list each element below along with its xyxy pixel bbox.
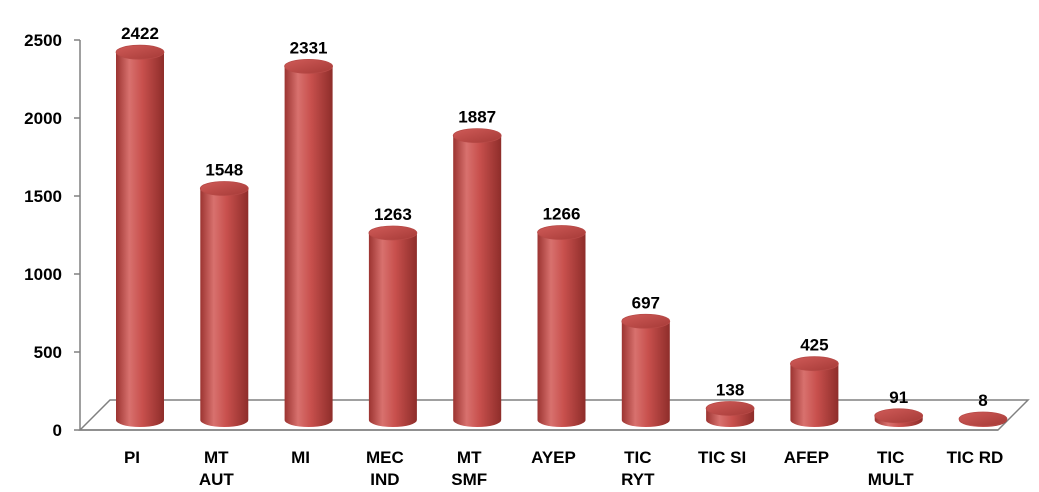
x-tick-label: TIC MULT xyxy=(868,448,915,489)
bar xyxy=(452,128,502,428)
bar-body xyxy=(453,135,502,428)
bar-cap xyxy=(115,44,165,60)
data-label: 2422 xyxy=(121,24,159,43)
bar xyxy=(621,313,671,428)
data-label: 1548 xyxy=(205,161,243,180)
x-tick-label-line: MI xyxy=(291,448,310,467)
bar xyxy=(958,411,1008,427)
data-label: 1887 xyxy=(458,108,496,127)
bar xyxy=(874,408,924,428)
x-tick-label-line: MT xyxy=(204,448,229,467)
bar-body xyxy=(200,188,249,428)
x-tick-label-line: MULT xyxy=(868,470,915,489)
bar-body xyxy=(116,52,164,427)
x-tick-label: AFEP xyxy=(784,448,829,467)
x-tick-label-line: TIC xyxy=(877,448,904,467)
bar-cap xyxy=(537,225,586,240)
y-axis-ticks: 0 500 1000 1500 2000 2500 xyxy=(24,31,80,440)
data-label: 8 xyxy=(978,391,987,410)
data-label: 91 xyxy=(889,388,908,407)
x-tick-label: AYEP xyxy=(531,448,576,467)
x-tick-label: MT SMF xyxy=(451,448,487,489)
bar-cap xyxy=(958,411,1008,427)
bar-body xyxy=(368,232,417,428)
bar-cap xyxy=(790,356,839,372)
x-tick-label: MT AUT xyxy=(199,448,235,489)
x-tick-label: TIC RYT xyxy=(621,448,655,489)
data-label: 1263 xyxy=(374,205,412,224)
x-tick-label-line: SMF xyxy=(451,470,487,489)
x-tick-label-line: MT xyxy=(457,448,482,467)
y-tick-label: 2000 xyxy=(24,109,62,128)
x-tick-label: TIC SI xyxy=(698,448,746,467)
data-label: 697 xyxy=(632,293,660,312)
bar-cap xyxy=(874,408,924,424)
bar xyxy=(284,58,334,428)
x-tick-label-line: TIC RD xyxy=(947,448,1004,467)
y-tick-label: 1000 xyxy=(24,265,62,284)
x-tick-label-line: IND xyxy=(370,470,399,489)
x-tick-label-line: PI xyxy=(124,448,140,467)
bar-cap xyxy=(284,58,334,74)
x-tick-label: MEC IND xyxy=(366,448,404,489)
bar xyxy=(199,181,249,428)
bar xyxy=(368,225,418,428)
data-label: 1266 xyxy=(543,205,581,224)
bar-body xyxy=(790,363,839,428)
x-tick-label: PI xyxy=(124,448,140,467)
bar-cap xyxy=(452,128,502,144)
bar xyxy=(537,225,586,428)
data-label: 138 xyxy=(716,380,744,399)
data-label: 2331 xyxy=(290,38,328,57)
x-tick-label: MI xyxy=(291,448,310,467)
bar-cap xyxy=(199,181,249,196)
bar-cap xyxy=(705,401,755,416)
bar-body xyxy=(621,321,670,428)
bar-cap xyxy=(368,225,418,241)
y-tick-label: 1500 xyxy=(24,187,62,206)
bar-cap xyxy=(621,313,671,329)
bar-body xyxy=(284,66,333,428)
bar xyxy=(115,44,165,427)
bar xyxy=(705,401,755,428)
x-tick-label-line: RYT xyxy=(621,470,655,489)
data-label: 425 xyxy=(800,336,828,355)
x-tick-label-line: TIC SI xyxy=(698,448,746,467)
bar xyxy=(790,356,839,428)
y-tick-label: 0 xyxy=(53,421,62,440)
bar-body xyxy=(537,232,586,428)
x-tick-label-line: AYEP xyxy=(531,448,576,467)
x-tick-label-line: AUT xyxy=(199,470,235,489)
x-tick-label-line: TIC xyxy=(624,448,651,467)
x-tick-label-line: MEC xyxy=(366,448,404,467)
bars xyxy=(115,44,1008,428)
y-tick-label: 2500 xyxy=(24,31,62,50)
y-tick-label: 500 xyxy=(34,343,62,362)
value-labels: 2422 1548 2331 1263 1887 1266 697 138 425 91 8 xyxy=(121,24,988,410)
x-tick-label: TIC RD xyxy=(947,448,1004,467)
x-tick-label-line: AFEP xyxy=(784,448,829,467)
x-axis-labels: PI MT AUT MI MEC IND MT SMF AYEP TIC RYT TIC SI AFEP… xyxy=(124,448,1003,489)
